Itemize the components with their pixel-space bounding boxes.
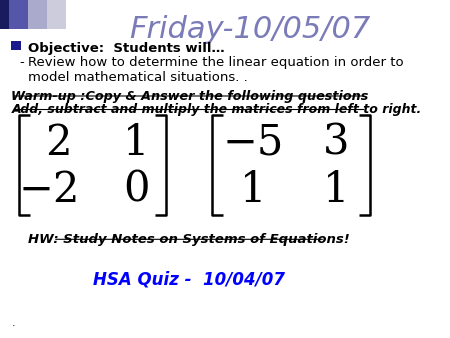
Text: 3: 3: [323, 122, 350, 164]
FancyBboxPatch shape: [9, 0, 28, 29]
Text: 2: 2: [45, 122, 72, 164]
Text: Objective:  Students will…: Objective: Students will…: [28, 42, 225, 55]
Text: −5: −5: [223, 122, 284, 164]
Text: 1: 1: [240, 169, 266, 211]
Text: HSA Quiz -  10/04/07: HSA Quiz - 10/04/07: [93, 270, 285, 288]
Text: 0: 0: [123, 169, 149, 211]
Text: 1: 1: [323, 169, 350, 211]
FancyBboxPatch shape: [0, 0, 9, 29]
Text: .: .: [11, 318, 15, 328]
Text: Warm-up :Copy & Answer the following questions: Warm-up :Copy & Answer the following que…: [11, 90, 369, 102]
FancyBboxPatch shape: [28, 0, 47, 29]
Text: HW: Study Notes on Systems of Equations!: HW: Study Notes on Systems of Equations!: [28, 233, 350, 246]
Text: Add, subtract and multiply the matrices from left to right.: Add, subtract and multiply the matrices …: [11, 103, 422, 116]
Text: Friday-10/05/07: Friday-10/05/07: [129, 15, 370, 44]
FancyBboxPatch shape: [47, 0, 66, 29]
Text: −2: −2: [18, 169, 80, 211]
Text: -: -: [19, 56, 24, 69]
Text: Review how to determine the linear equation in order to
model mathematical situa: Review how to determine the linear equat…: [28, 56, 404, 84]
Text: 1: 1: [123, 122, 149, 164]
FancyBboxPatch shape: [11, 41, 21, 50]
